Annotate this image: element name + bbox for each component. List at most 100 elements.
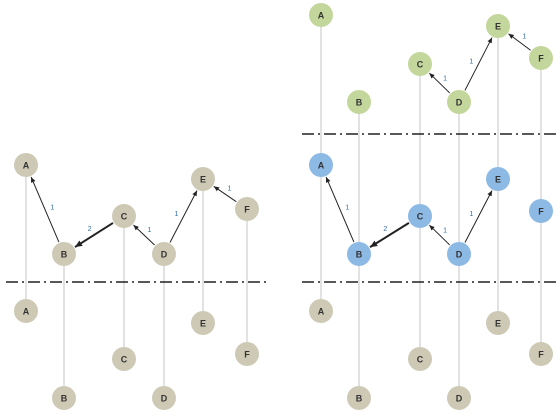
node-left-upper-e: E bbox=[191, 167, 215, 191]
node-circle bbox=[408, 52, 432, 76]
node-label: E bbox=[495, 175, 501, 185]
node-right-upper-d: D bbox=[447, 242, 471, 266]
node-circle bbox=[408, 204, 432, 228]
node-right-top-f: F bbox=[529, 46, 553, 70]
node-circle bbox=[152, 386, 176, 410]
node-right-top-a: A bbox=[309, 3, 333, 27]
edge-right-upper-d-c-weight-label: 1 bbox=[443, 227, 447, 234]
node-circle bbox=[112, 347, 136, 371]
node-circle bbox=[309, 299, 333, 323]
edge-right-upper-b-a-weight-label: 1 bbox=[345, 204, 349, 211]
node-left-upper-a: A bbox=[14, 153, 38, 177]
edge-right-top-d-c-weight-label: 1 bbox=[443, 75, 447, 82]
node-label: B bbox=[356, 98, 363, 108]
edge-left-upper-c-b-weight-label: 2 bbox=[88, 226, 92, 233]
node-left-upper-c: C bbox=[112, 204, 136, 228]
node-label: D bbox=[161, 394, 168, 404]
node-circle bbox=[529, 46, 553, 70]
node-left-lower-e: E bbox=[191, 311, 215, 335]
edge-right-top-d-e-weight-label: 1 bbox=[469, 58, 473, 65]
node-right-top-b: B bbox=[347, 90, 371, 114]
node-right-top-d: D bbox=[447, 90, 471, 114]
node-left-upper-f: F bbox=[235, 197, 259, 221]
edges-layer: 1 2 1 1 1 1 1 1 1 2 1 1 bbox=[30, 33, 531, 248]
node-label: F bbox=[538, 54, 544, 64]
node-label: F bbox=[538, 207, 544, 217]
edge-left-upper-d-c bbox=[133, 224, 155, 246]
node-circle bbox=[447, 386, 471, 410]
node-label: F bbox=[244, 350, 250, 360]
node-circle bbox=[347, 90, 371, 114]
node-circle bbox=[347, 242, 371, 266]
edge-right-top-d-c bbox=[428, 72, 451, 94]
node-right-top-e: E bbox=[486, 14, 510, 38]
node-label: B bbox=[356, 250, 363, 260]
node-circle bbox=[347, 386, 371, 410]
edge-right-upper-d-c bbox=[428, 224, 451, 246]
edge-left-upper-f-e-weight-label: 1 bbox=[228, 185, 232, 192]
node-label: B bbox=[61, 250, 68, 260]
edge-left-upper-b-a bbox=[30, 176, 60, 243]
node-circle bbox=[52, 242, 76, 266]
node-circle bbox=[486, 14, 510, 38]
edge-right-top-f-e bbox=[508, 33, 531, 51]
node-right-upper-f: F bbox=[529, 199, 553, 223]
node-right-lower-e: E bbox=[486, 311, 510, 335]
node-label: D bbox=[456, 98, 463, 108]
node-circle bbox=[112, 204, 136, 228]
node-label: A bbox=[318, 11, 325, 21]
node-circle bbox=[309, 3, 333, 27]
edge-right-upper-d-e-weight-label: 1 bbox=[469, 211, 473, 218]
node-right-top-c: C bbox=[408, 52, 432, 76]
node-label: B bbox=[356, 394, 363, 404]
node-label: D bbox=[161, 250, 168, 260]
node-circle bbox=[235, 342, 259, 366]
node-left-upper-b: B bbox=[52, 242, 76, 266]
node-circle bbox=[447, 90, 471, 114]
node-left-lower-b: B bbox=[52, 386, 76, 410]
node-circle bbox=[14, 299, 38, 323]
node-left-lower-a: A bbox=[14, 299, 38, 323]
node-left-lower-f: F bbox=[235, 342, 259, 366]
node-circle bbox=[447, 242, 471, 266]
node-left-lower-c: C bbox=[112, 347, 136, 371]
edge-right-top-f-e-weight-label: 1 bbox=[522, 34, 526, 41]
node-circle bbox=[486, 311, 510, 335]
dividers-layer bbox=[6, 133, 558, 283]
node-label: F bbox=[244, 205, 250, 215]
node-right-lower-d: D bbox=[447, 386, 471, 410]
node-circle bbox=[486, 167, 510, 191]
edge-right-upper-b-a bbox=[325, 176, 355, 243]
node-label: E bbox=[495, 22, 501, 32]
node-circle bbox=[235, 197, 259, 221]
node-circle bbox=[152, 242, 176, 266]
node-circle bbox=[52, 386, 76, 410]
node-label: D bbox=[456, 250, 463, 260]
node-label: C bbox=[121, 212, 128, 222]
node-right-upper-b: B bbox=[347, 242, 371, 266]
node-right-upper-a: A bbox=[309, 153, 333, 177]
node-label: F bbox=[538, 350, 544, 360]
node-label: B bbox=[61, 394, 68, 404]
edge-right-top-d-e bbox=[464, 37, 493, 91]
vertical-guides-layer bbox=[25, 15, 542, 398]
node-label: A bbox=[318, 307, 325, 317]
edge-right-upper-c-b bbox=[369, 222, 410, 248]
edge-left-upper-c-b bbox=[74, 222, 114, 248]
node-circle bbox=[309, 153, 333, 177]
node-circle bbox=[529, 199, 553, 223]
node-right-upper-c: C bbox=[408, 204, 432, 228]
node-right-lower-c: C bbox=[408, 347, 432, 371]
node-label: A bbox=[23, 161, 30, 171]
edge-right-upper-c-b-weight-label: 2 bbox=[383, 226, 387, 233]
node-right-lower-a: A bbox=[309, 299, 333, 323]
node-label: E bbox=[495, 319, 501, 329]
node-circle bbox=[14, 153, 38, 177]
nodes-layer: A B C D E F A B C D E F A B C D E F A B C D E F A B C D E F bbox=[14, 3, 553, 410]
node-label: C bbox=[121, 355, 128, 365]
node-right-lower-f: F bbox=[529, 342, 553, 366]
node-circle bbox=[408, 347, 432, 371]
node-circle bbox=[191, 311, 215, 335]
edge-left-upper-d-e-weight-label: 1 bbox=[174, 211, 178, 218]
